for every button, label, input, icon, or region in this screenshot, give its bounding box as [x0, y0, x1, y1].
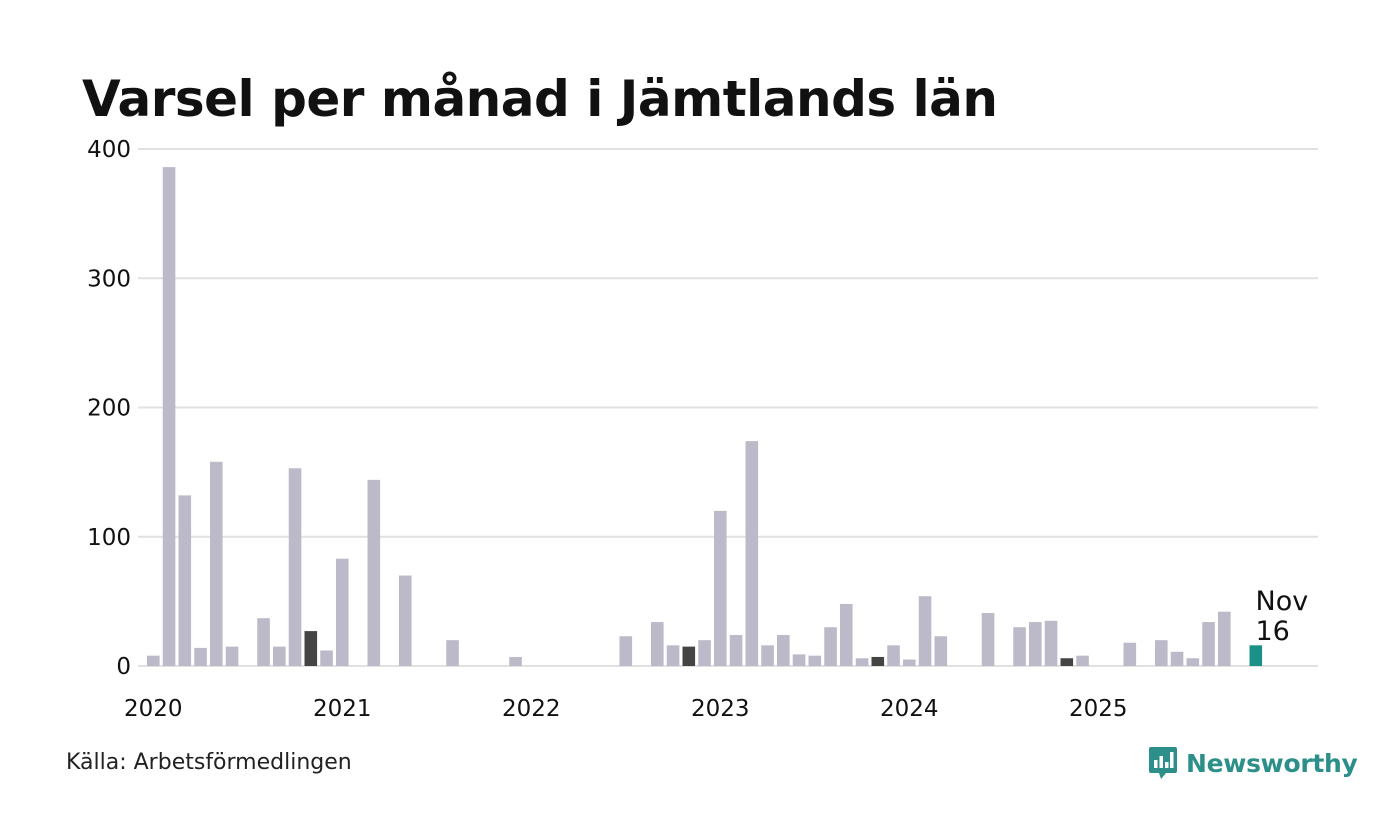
bar-2022-10: [666, 645, 680, 666]
bar-2020-03: [178, 495, 192, 666]
bar-2024-06: [981, 613, 995, 666]
bar-2023-09: [840, 603, 853, 666]
bar-2020-02: [162, 167, 176, 666]
y-tick-label: 300: [87, 266, 131, 292]
bar-2023-12: [887, 645, 900, 666]
bar-2023-07: [808, 655, 822, 666]
bar-2025-09: [1218, 611, 1231, 666]
source-credit: Källa: Arbetsförmedlingen: [66, 750, 352, 775]
bar-2025-08: [1202, 622, 1215, 666]
bar-2023-02: [729, 634, 743, 666]
x-tick-label-2024: 2024: [880, 696, 939, 722]
x-tick-label-2022: 2022: [502, 696, 561, 722]
bar-2023-10: [855, 658, 869, 666]
grid-lines: [138, 148, 1318, 667]
newsworthy-logo-text: Newsworthy: [1186, 748, 1358, 778]
y-tick-label: 100: [87, 525, 131, 551]
bar-2024-01: [903, 659, 916, 666]
y-tick-label: 200: [87, 396, 131, 422]
bar-highlight-november-2024-11: [1060, 658, 1074, 666]
bar-2024-10: [1044, 620, 1058, 666]
bar-2020-09: [273, 646, 286, 666]
bar-2020-05: [210, 461, 223, 666]
x-tick-label-2021: 2021: [313, 696, 372, 722]
x-tick-label-2023: 2023: [691, 696, 750, 722]
bar-2021-01: [336, 558, 349, 666]
bar-2025-05: [1155, 640, 1168, 666]
bar-highlight-november-2023-11: [871, 656, 885, 666]
bar-2020-08: [257, 618, 270, 666]
bar-2020-01: [147, 655, 160, 666]
bar-2024-03: [934, 636, 948, 666]
bar-2025-06: [1170, 651, 1184, 666]
bar-2024-09: [1029, 622, 1042, 666]
x-axis-ticks: 2020 2021 2022 2023 2024 2025: [124, 696, 1128, 722]
bar-2021-12: [509, 656, 522, 666]
y-axis-ticks: 0 100 200 300 400: [87, 137, 131, 680]
bar-2023-06: [792, 654, 806, 666]
newsworthy-logo: Newsworthy: [1148, 744, 1358, 782]
bar-2023-01: [714, 510, 727, 666]
bar-current-month-2025-11: [1249, 645, 1263, 666]
bar-highlight-november-2022-11: [682, 646, 696, 666]
y-tick-label: 400: [87, 137, 131, 163]
bar-2020-10: [288, 468, 302, 666]
bar-2023-04: [761, 645, 774, 666]
bar-2022-09: [651, 622, 664, 666]
bar-2020-04: [194, 647, 207, 666]
bar-2023-03: [745, 441, 759, 666]
x-tick-label-2020: 2020: [124, 696, 183, 722]
bar-2025-07: [1186, 658, 1200, 666]
newsworthy-logo-icon: [1149, 747, 1177, 779]
bar-2023-05: [777, 634, 790, 666]
bar-2020-12: [320, 650, 333, 666]
annotation-month-label: Nov: [1256, 586, 1309, 617]
bar-2021-03: [367, 479, 381, 666]
bar-2023-08: [824, 627, 837, 666]
bar-2021-08: [446, 640, 459, 666]
bar-highlight-november-2020-11: [304, 631, 318, 666]
bar-2022-12: [698, 640, 711, 666]
bar-2021-05: [399, 575, 412, 666]
annotation-value-label: 16: [1256, 616, 1290, 647]
chart-title: Varsel per månad i Jämtlands län: [82, 70, 998, 128]
bar-2024-02: [918, 596, 932, 666]
x-tick-label-2025: 2025: [1069, 696, 1128, 722]
bar-2024-08: [1013, 627, 1026, 666]
bar-2025-03: [1123, 642, 1137, 666]
bars: [147, 167, 1263, 666]
annotation: Nov 16: [1256, 586, 1309, 647]
bar-2024-12: [1076, 655, 1089, 666]
y-tick-label: 0: [116, 654, 131, 680]
bar-2020-06: [225, 646, 239, 666]
bar-2022-07: [619, 636, 633, 666]
